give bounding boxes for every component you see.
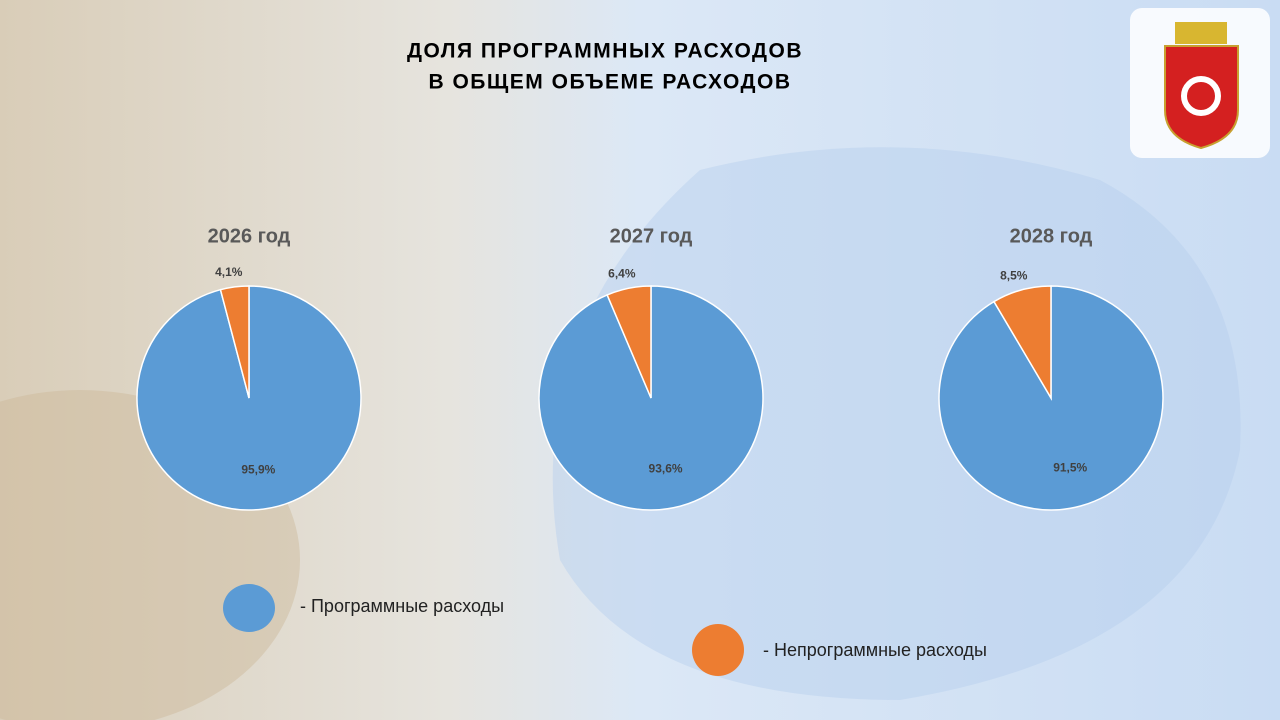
data-label: 8,5%	[1000, 269, 1028, 283]
map-decor	[552, 147, 1241, 701]
emblem-gear	[1181, 76, 1221, 116]
data-label: 4,1%	[215, 265, 243, 279]
pie-slice	[992, 285, 1052, 401]
legend-label: - Программные расходы	[300, 596, 504, 616]
chart-title: 2026 год	[208, 225, 291, 247]
legend-swatch	[223, 584, 275, 632]
emblem-crown	[1175, 22, 1227, 44]
data-label: 93,6%	[649, 462, 683, 476]
pie-slice	[606, 285, 652, 399]
chart-title: 2027 год	[610, 225, 693, 247]
emblem-shield	[1164, 45, 1239, 150]
data-label: 6,4%	[608, 267, 636, 281]
chart-title: 2028 год	[1010, 225, 1093, 247]
data-label: 91,5%	[1053, 460, 1087, 474]
pie-slice	[219, 285, 250, 399]
legend-label: - Непрограммные расходы	[763, 640, 987, 660]
legend-swatch	[692, 624, 744, 676]
slide-title: ДОЛЯ ПРОГРАММНЫХ РАСХОДОВ	[407, 40, 803, 63]
slide-title: В ОБЩЕМ ОБЪЕМЕ РАСХОДОВ	[428, 71, 791, 94]
data-label: 95,9%	[241, 462, 275, 476]
